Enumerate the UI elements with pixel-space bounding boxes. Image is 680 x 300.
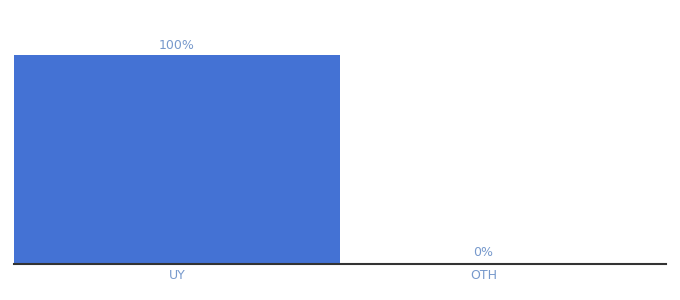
Bar [14,55,340,264]
Text: 100%: 100% [159,39,194,52]
Text: 0%: 0% [473,246,494,259]
